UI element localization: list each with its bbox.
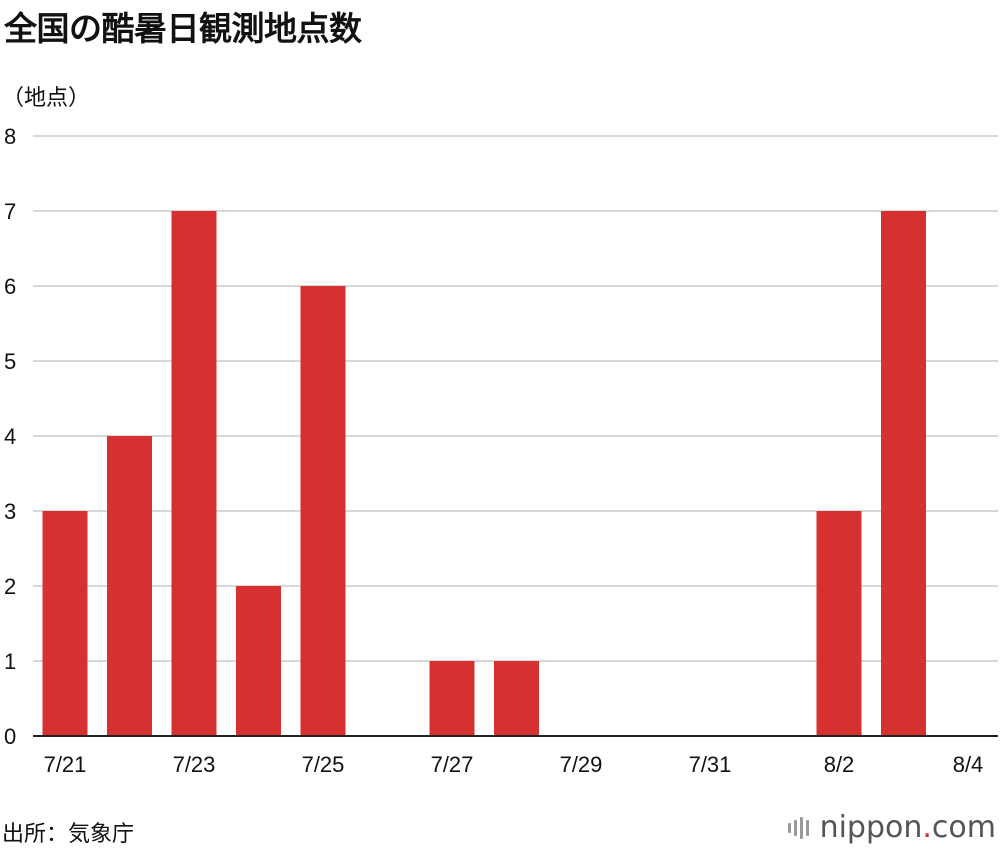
chart-title: 全国の酷暑日観測地点数 xyxy=(4,9,362,48)
y-tick-label: 1 xyxy=(4,649,16,674)
logo-bars-icon xyxy=(787,816,812,839)
y-tick-label: 0 xyxy=(4,724,16,749)
y-tick-label: 7 xyxy=(4,199,16,224)
y-tick-label: 4 xyxy=(4,424,16,449)
logo-dot: . xyxy=(922,810,932,845)
x-tick-label: 7/23 xyxy=(173,752,216,777)
x-tick-label: 8/2 xyxy=(824,752,855,777)
bar-7/25 xyxy=(300,286,346,736)
y-tick-label: 3 xyxy=(4,499,16,524)
bar-7/28 xyxy=(494,661,539,736)
bar-layer xyxy=(42,211,926,736)
label-layer: 0 1 2 3 4 5 6 7 8 7/21 7/23 7/25 7/27 7/29 7/31 8/2 8/4 xyxy=(4,124,983,777)
bar-7/27 xyxy=(429,661,475,736)
x-tick-label: 7/21 xyxy=(44,752,87,777)
y-tick-label: 5 xyxy=(4,349,16,374)
bar-chart: 0 1 2 3 4 5 6 7 8 7/21 7/23 7/25 7/27 7/29 7/31 8/2 8/4 xyxy=(4,124,998,777)
bar-8/3 xyxy=(881,211,926,736)
y-tick-label: 6 xyxy=(4,274,16,299)
logo-brand: nippon xyxy=(819,810,923,845)
bar-8/2 xyxy=(816,511,862,736)
source-note: 出所：気象庁 xyxy=(2,822,135,847)
x-tick-label: 7/27 xyxy=(431,752,474,777)
y-tick-label: 8 xyxy=(4,124,16,149)
logo-tld: com xyxy=(931,810,996,845)
nippon-logo: nippon. com xyxy=(787,810,996,845)
x-tick-label: 7/25 xyxy=(302,752,345,777)
y-axis-unit-label: （地点） xyxy=(2,86,91,111)
bar-7/21 xyxy=(42,511,88,736)
x-tick-label: 8/4 xyxy=(953,752,984,777)
bar-7/24 xyxy=(236,586,281,736)
x-tick-label: 7/29 xyxy=(560,752,603,777)
y-tick-label: 2 xyxy=(4,574,16,599)
bar-7/23 xyxy=(171,211,217,736)
bar-7/22 xyxy=(107,436,152,736)
x-tick-label: 7/31 xyxy=(689,752,732,777)
